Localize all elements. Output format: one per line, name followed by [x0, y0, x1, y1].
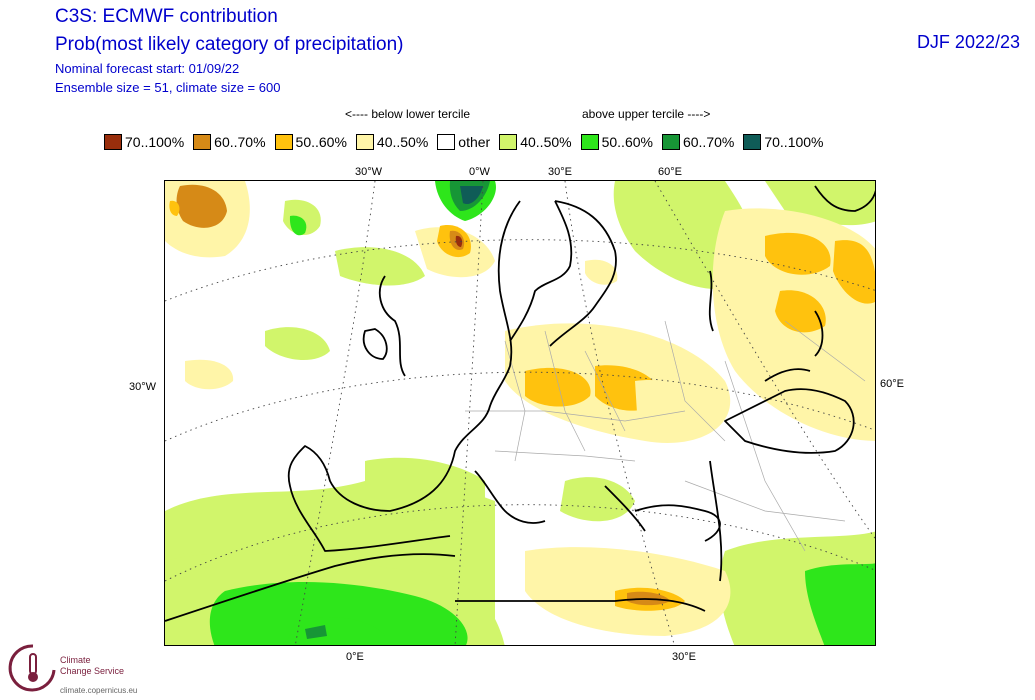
legend-label: 50..60%: [295, 134, 347, 150]
above-tercile-shading: [165, 181, 875, 645]
lon-label-top: 30°E: [548, 166, 572, 178]
lon-label-top: 0°W: [469, 166, 490, 178]
map-canvas: [165, 181, 875, 645]
legend-swatch: [437, 134, 456, 150]
legend-swatch: [104, 134, 122, 150]
legend-label: 50..60%: [601, 134, 653, 150]
legend-below-note: <---- below lower tercile: [345, 107, 471, 121]
legend-swatch: [499, 134, 518, 150]
lon-label-top: 30°W: [355, 166, 383, 178]
logo-line-2: Change Service: [60, 666, 125, 676]
c3s-logo: [8, 640, 158, 700]
lon-label-bottom: 0°E: [346, 651, 364, 663]
legend-swatch: [580, 134, 599, 150]
legend-above-note: above upper tercile ---->: [582, 107, 711, 121]
legend-swatch: [193, 134, 212, 150]
legend-label: 40..50%: [520, 134, 572, 150]
lon-label-top: 60°E: [658, 166, 682, 178]
map-title: C3S: ECMWF contribution: [55, 6, 278, 27]
legend-item: 40..50%: [499, 134, 572, 150]
logo-line-1: Climate: [60, 655, 91, 665]
legend-label: 70..100%: [764, 134, 824, 150]
ensemble-size: Ensemble size = 51, climate size = 600: [55, 80, 281, 95]
legend-swatch: [274, 134, 293, 150]
legend-item: 60..70%: [661, 134, 735, 150]
legend-label: other: [458, 134, 491, 150]
probability-map: [164, 180, 876, 646]
coastlines: [165, 185, 875, 622]
thermometer-logo-icon: [8, 644, 56, 692]
legend-label: 60..70%: [214, 134, 266, 150]
legend-label: 60..70%: [682, 134, 735, 150]
forecast-start: Nominal forecast start: 01/09/22: [55, 61, 240, 76]
legend-item: 40..50%: [355, 134, 429, 150]
map-subtitle: Prob(most likely category of precipitati…: [55, 34, 404, 55]
lon-label-bottom: 30°E: [672, 651, 696, 663]
country-borders: [465, 320, 866, 552]
legend-swatch: [355, 134, 374, 150]
legend-item: 60..70%: [193, 134, 266, 150]
legend-swatch: [743, 134, 762, 150]
legend: 70..100% 60..70% 50..60% 40..50% other 4…: [104, 134, 833, 150]
legend-item: 70..100%: [743, 134, 824, 150]
legend-item: other: [437, 134, 490, 150]
legend-item: 50..60%: [580, 134, 653, 150]
season-label: DJF 2022/23: [916, 32, 1020, 52]
legend-label: 70..100%: [125, 134, 185, 150]
lon-label-left: 30°W: [129, 381, 157, 393]
legend-swatch: [661, 134, 680, 150]
legend-label: 40..50%: [376, 134, 429, 150]
logo-url: climate.copernicus.eu: [60, 686, 138, 695]
legend-item: 70..100%: [104, 134, 184, 150]
legend-item: 50..60%: [274, 134, 347, 150]
lon-label-right: 60°E: [880, 378, 904, 390]
graticule: [165, 181, 875, 645]
